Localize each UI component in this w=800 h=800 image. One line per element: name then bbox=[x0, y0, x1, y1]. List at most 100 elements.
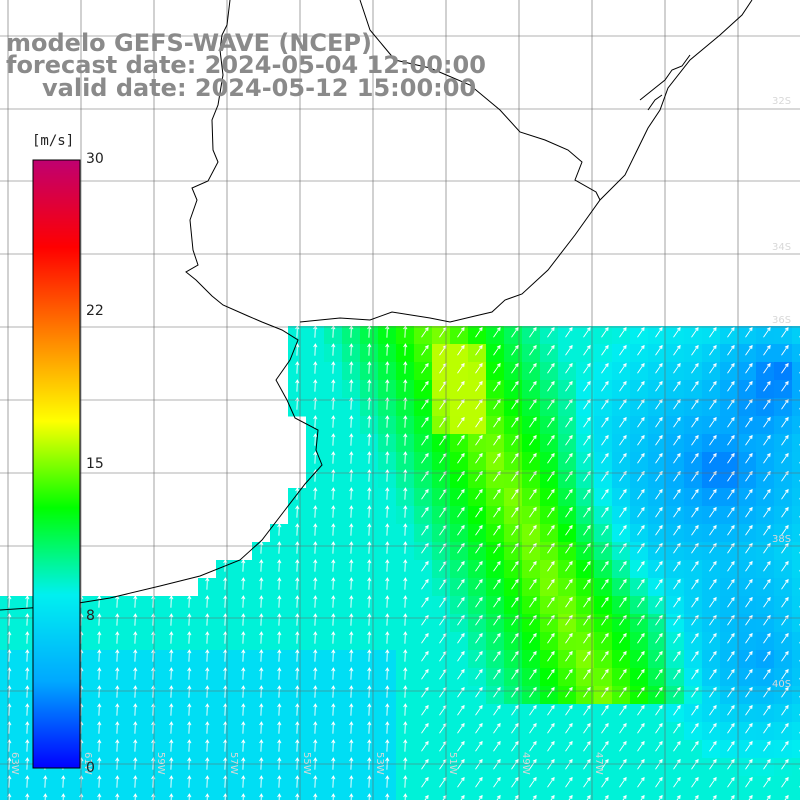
wind-arrow bbox=[331, 505, 336, 518]
wind-cell bbox=[792, 560, 800, 579]
wind-arrow bbox=[223, 739, 228, 752]
wind-arrow bbox=[583, 668, 591, 680]
wind-cell bbox=[792, 470, 800, 489]
wind-arrow bbox=[655, 326, 663, 338]
wind-arrow bbox=[673, 704, 681, 716]
wind-arrow bbox=[637, 362, 645, 374]
wind-arrow bbox=[403, 577, 408, 590]
wind-arrow bbox=[367, 541, 372, 554]
wind-arrow bbox=[673, 758, 681, 770]
wind-arrow bbox=[529, 506, 537, 518]
wind-arrow bbox=[601, 650, 609, 662]
wind-arrow bbox=[745, 776, 753, 788]
wind-arrow bbox=[637, 578, 645, 590]
wind-arrow bbox=[385, 595, 390, 608]
wind-arrow bbox=[637, 434, 645, 446]
wind-arrow bbox=[781, 362, 789, 374]
wind-arrow bbox=[745, 416, 753, 428]
wind-arrow bbox=[745, 668, 753, 680]
wind-arrow bbox=[295, 379, 300, 392]
wind-arrow bbox=[727, 452, 735, 464]
wind-arrow bbox=[133, 595, 138, 608]
wind-arrow bbox=[601, 362, 609, 374]
wind-arrow bbox=[601, 326, 609, 338]
wind-arrow bbox=[259, 613, 264, 626]
wind-arrow bbox=[637, 416, 645, 428]
wind-arrow bbox=[781, 776, 789, 788]
wind-arrow bbox=[421, 650, 429, 662]
wind-arrow bbox=[295, 577, 300, 590]
wind-arrow bbox=[475, 506, 483, 518]
wind-arrow bbox=[745, 326, 753, 338]
wind-arrow bbox=[637, 776, 645, 788]
wind-arrow bbox=[691, 578, 699, 590]
wind-arrow bbox=[673, 578, 681, 590]
wind-arrow bbox=[367, 775, 372, 788]
wind-arrow bbox=[295, 505, 300, 518]
wind-arrow bbox=[673, 560, 681, 572]
wind-arrow bbox=[763, 524, 771, 536]
wind-arrow bbox=[151, 649, 156, 662]
wind-arrow bbox=[511, 560, 519, 572]
wind-arrow bbox=[619, 758, 627, 770]
wind-arrow bbox=[493, 596, 501, 608]
wind-arrow bbox=[547, 380, 555, 392]
wind-arrow bbox=[583, 650, 591, 662]
wind-cell bbox=[792, 758, 800, 777]
wind-cell bbox=[522, 794, 541, 800]
wind-arrow bbox=[655, 704, 663, 716]
colorbar-tick-22: 22 bbox=[86, 303, 104, 319]
wind-arrow bbox=[331, 451, 336, 464]
wind-arrow bbox=[367, 721, 372, 734]
wind-arrow bbox=[763, 578, 771, 590]
wind-arrow bbox=[403, 703, 408, 716]
wind-arrow bbox=[385, 613, 390, 626]
wind-arrow bbox=[637, 704, 645, 716]
wind-arrow bbox=[331, 343, 336, 356]
wind-arrow bbox=[403, 559, 408, 572]
wind-arrow bbox=[673, 506, 681, 518]
wind-arrow bbox=[457, 488, 465, 500]
wind-arrow bbox=[601, 452, 609, 464]
wind-arrow bbox=[676, 794, 681, 800]
wind-arrow bbox=[655, 560, 663, 572]
wind-arrow bbox=[421, 434, 429, 446]
wind-arrow bbox=[511, 650, 519, 662]
wind-arrow bbox=[223, 577, 228, 590]
wind-arrow bbox=[475, 380, 483, 392]
wind-arrow bbox=[601, 416, 609, 428]
wind-arrow bbox=[655, 596, 663, 608]
wind-arrow bbox=[655, 758, 663, 770]
wind-arrow bbox=[421, 452, 429, 464]
wind-arrow bbox=[133, 667, 138, 680]
wind-arrow bbox=[781, 398, 789, 410]
wind-arrow bbox=[727, 380, 735, 392]
wind-arrow bbox=[511, 362, 519, 374]
wind-arrow bbox=[637, 506, 645, 518]
wind-arrow bbox=[529, 668, 537, 680]
wind-arrow bbox=[331, 721, 336, 734]
wind-arrow bbox=[709, 776, 717, 788]
wind-arrow bbox=[205, 721, 210, 734]
wind-cell bbox=[612, 794, 631, 800]
wind-arrow bbox=[115, 775, 120, 788]
wind-arrow bbox=[349, 361, 354, 374]
wind-arrow bbox=[421, 344, 429, 356]
wind-arrow bbox=[511, 668, 519, 680]
wind-arrow bbox=[367, 631, 372, 644]
wind-arrow bbox=[637, 596, 645, 608]
wind-arrow bbox=[655, 362, 663, 374]
wind-arrow bbox=[493, 398, 501, 410]
wind-arrow bbox=[187, 685, 192, 698]
wind-arrow bbox=[511, 488, 519, 500]
wind-arrow bbox=[673, 380, 681, 392]
wind-cell bbox=[504, 794, 523, 800]
wind-arrow bbox=[403, 433, 408, 446]
wind-arrow bbox=[781, 668, 789, 680]
wind-arrow bbox=[223, 595, 228, 608]
wind-arrow bbox=[511, 596, 519, 608]
wind-arrow bbox=[583, 704, 591, 716]
wind-arrow bbox=[766, 794, 771, 800]
